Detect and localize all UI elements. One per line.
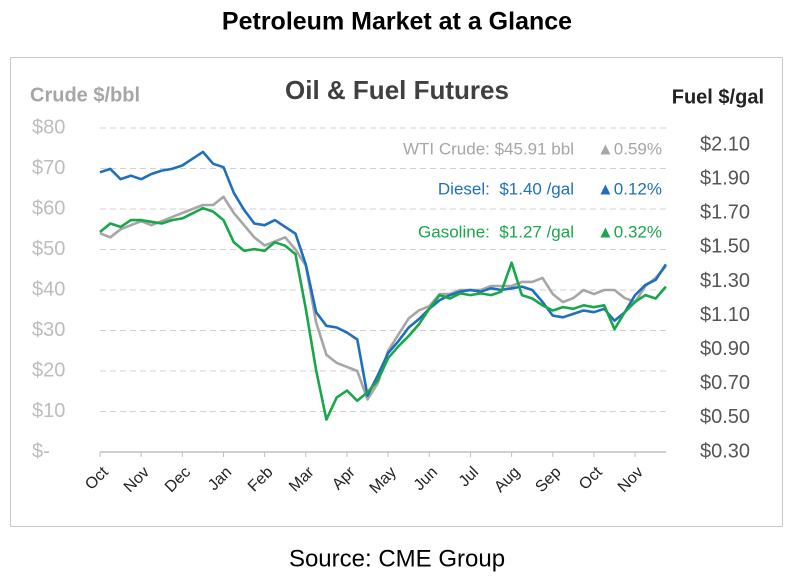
y-tick-label: $70 xyxy=(32,157,65,179)
y-tick-label: $40 xyxy=(32,278,65,300)
legend-change: ▲0.12% xyxy=(597,179,662,198)
y2-tick-label: $1.10 xyxy=(700,304,750,326)
legend-change: ▲0.32% xyxy=(597,222,662,241)
y2-tick-label: $1.70 xyxy=(700,202,750,224)
y-tick-label: $30 xyxy=(32,319,65,341)
y2-tick-label: $0.70 xyxy=(700,372,750,394)
y2-tick-label: $2.10 xyxy=(700,133,750,155)
y-tick-label: $10 xyxy=(32,400,65,422)
y-tick-label: $50 xyxy=(32,238,65,260)
y2-tick-label: $0.90 xyxy=(700,338,750,360)
series-line xyxy=(99,206,667,421)
legend-entry: Diesel: $1.40 /gal xyxy=(438,179,574,198)
y2-tick-label: $0.30 xyxy=(700,440,750,462)
legend-change: ▲0.59% xyxy=(597,139,662,158)
chart-frame xyxy=(10,57,783,527)
y2-tick-label: $1.30 xyxy=(700,270,750,292)
y-tick-label: $80 xyxy=(32,116,65,138)
y-tick-label: $- xyxy=(32,440,50,462)
legend-entry: WTI Crude: $45.91 bbl xyxy=(403,139,574,158)
series-line xyxy=(99,150,667,397)
y2-axis-label: Fuel $/gal xyxy=(672,86,764,108)
y2-tick-label: $0.50 xyxy=(700,406,750,428)
y2-tick-label: $1.90 xyxy=(700,167,750,189)
y-tick-label: $20 xyxy=(32,359,65,381)
page-title: Petroleum Market at a Glance xyxy=(222,8,572,36)
y-tick-label: $60 xyxy=(32,197,65,219)
y-axis-label: Crude $/bbl xyxy=(30,84,140,106)
source: Source: CME Group xyxy=(289,545,505,572)
legend-entry: Gasoline: $1.27 /gal xyxy=(418,222,574,241)
chart-title: Oil & Fuel Futures xyxy=(285,75,509,105)
y2-tick-label: $1.50 xyxy=(700,236,750,258)
